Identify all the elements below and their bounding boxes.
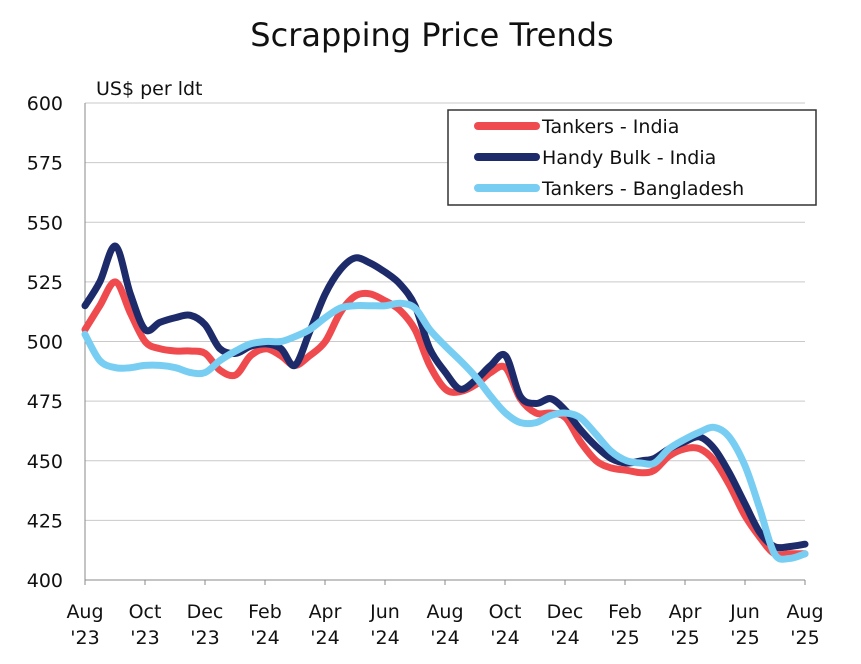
- y-tick-label: 400: [27, 570, 63, 592]
- x-tick-label: Dec '23: [187, 601, 224, 649]
- y-tick-label: 500: [27, 332, 63, 354]
- x-tick-label: Oct '24: [489, 601, 522, 649]
- legend-label: Tankers - India: [541, 116, 679, 138]
- x-tick-label: Aug '23: [66, 601, 103, 649]
- x-tick-label: Aug '24: [426, 601, 463, 649]
- series-line-tankers-india: [81, 278, 809, 559]
- x-tick-label: Feb '24: [248, 601, 282, 649]
- x-tick-label: Jun '25: [729, 601, 760, 649]
- series-line-handy-bulk-india: [81, 242, 809, 552]
- y-tick-label: 450: [27, 451, 63, 473]
- legend-label: Tankers - Bangladesh: [541, 178, 744, 200]
- y-tick-label: 475: [27, 391, 63, 413]
- y-tick-label: 600: [27, 93, 63, 115]
- chart-title: Scrapping Price Trends: [250, 16, 613, 54]
- x-tick-label: Oct '23: [129, 601, 162, 649]
- y-tick-label: 575: [27, 153, 63, 175]
- x-tick-label: Jun '24: [369, 601, 400, 649]
- series-line-tankers-bangladesh: [81, 299, 809, 563]
- x-tick-label: Apr '25: [669, 601, 702, 649]
- x-tick-label: Feb '25: [608, 601, 642, 649]
- legend: Tankers - India Handy Bulk - India Tankers…: [447, 109, 817, 206]
- x-tick-label: Dec '24: [547, 601, 584, 649]
- x-tick-label: Aug '25: [786, 601, 823, 649]
- series-lines: [81, 242, 809, 563]
- y-axis-unit-label: US$ per ldt: [96, 78, 203, 100]
- y-tick-label: 425: [27, 510, 63, 532]
- y-tick-label: 550: [27, 212, 63, 234]
- y-tick-label: 525: [27, 272, 63, 294]
- x-tick-label: Apr '24: [309, 601, 342, 649]
- legend-label: Handy Bulk - India: [542, 147, 716, 169]
